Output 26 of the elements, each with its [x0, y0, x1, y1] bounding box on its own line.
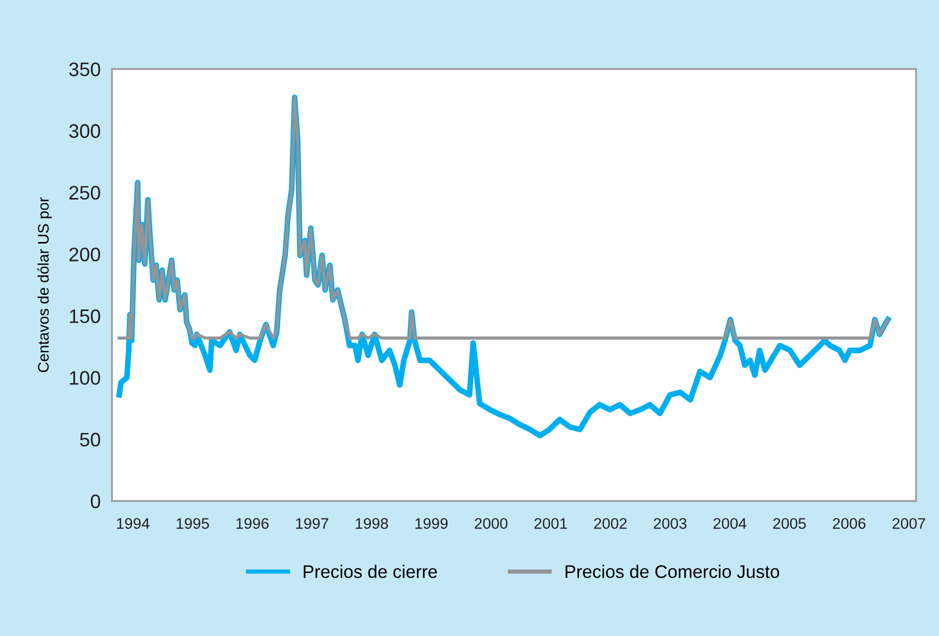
- y-tick-label: 250: [69, 186, 100, 200]
- line-series: [118, 96, 890, 340]
- x-tick-label: 1996: [236, 518, 269, 529]
- x-tick-label: 2005: [773, 518, 806, 529]
- x-tick-label: 2002: [594, 518, 627, 529]
- y-axis-title: Centavos de dólar US por: [37, 197, 52, 372]
- x-tick-label: 1999: [416, 518, 448, 529]
- x-tick-label: 2006: [832, 518, 866, 529]
- legend-label: Precios de cierre: [304, 564, 437, 578]
- y-tick-label: 350: [69, 62, 100, 76]
- x-tick-label: 2007: [892, 518, 926, 529]
- x-tick-label: 1995: [176, 518, 209, 529]
- x-tick-label: 2001: [534, 518, 567, 529]
- x-tick-label: 1994: [117, 518, 150, 529]
- y-tick-label: 0: [90, 494, 100, 508]
- x-tick-label: 1998: [356, 518, 388, 529]
- legend-label: Precios de Comercio Justo: [566, 564, 780, 578]
- y-tick-label: 300: [69, 124, 100, 138]
- x-tick-label: 2000: [474, 518, 508, 529]
- x-tick-label: 2004: [714, 518, 746, 529]
- y-tick-label: 100: [70, 371, 100, 385]
- x-tick-label: 2003: [654, 518, 686, 529]
- y-tick-label: 50: [80, 432, 100, 447]
- y-tick-label: 150: [70, 309, 100, 324]
- y-tick-label: 200: [69, 248, 100, 262]
- x-tick-label: 1997: [296, 518, 328, 529]
